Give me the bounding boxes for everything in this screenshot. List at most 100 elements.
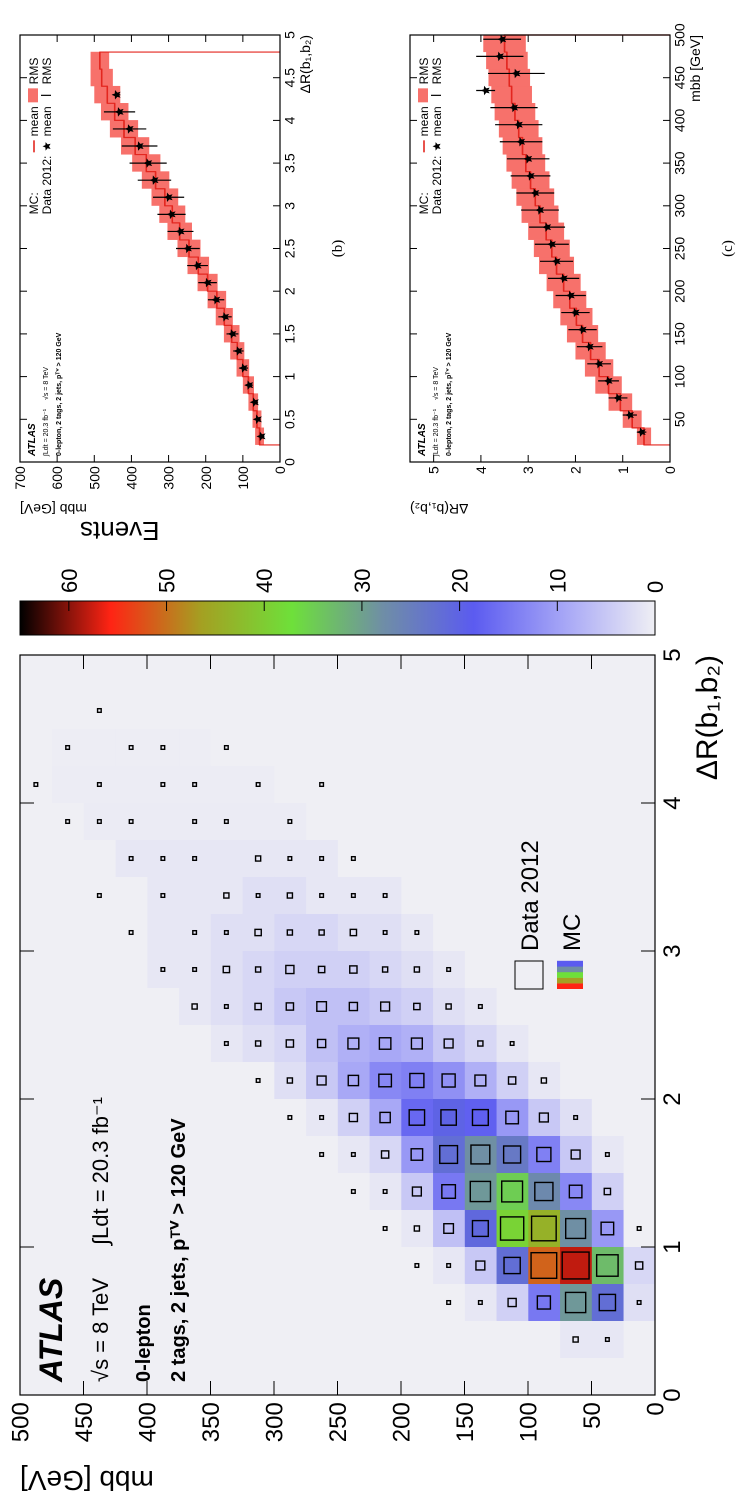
mc-cell — [559, 802, 592, 840]
mc-cell — [464, 1320, 497, 1358]
mc-cell — [147, 1024, 180, 1062]
mc-cell — [305, 691, 338, 729]
mc-cell — [337, 765, 370, 803]
data-marker — [202, 277, 212, 288]
mc-cell — [305, 1246, 338, 1284]
mc-cell — [274, 839, 307, 877]
data-box — [477, 1040, 484, 1047]
mc-cell — [559, 765, 592, 803]
mc-cell — [147, 1246, 180, 1284]
mc-cell — [305, 1172, 338, 1210]
mc-cell — [432, 654, 465, 692]
mc-cell — [591, 1024, 624, 1062]
mc-cell — [337, 950, 370, 988]
plot-frame — [19, 34, 281, 463]
data-box — [382, 892, 388, 899]
mc-cell — [305, 913, 338, 951]
legend-mc-symbol — [557, 966, 583, 973]
mc-cell — [591, 876, 624, 914]
mc-cell — [528, 839, 561, 877]
mc-cell — [305, 802, 338, 840]
data-box — [318, 929, 325, 936]
mc-cell — [210, 691, 243, 729]
data-marker — [513, 119, 523, 130]
legend-mc-symbol — [557, 960, 583, 967]
data-box — [255, 892, 261, 899]
mc-cell — [20, 1098, 53, 1136]
x-tick-label: 450 — [672, 66, 688, 90]
mc-cell — [147, 802, 180, 840]
data-box — [380, 1150, 390, 1159]
mc-cell — [432, 765, 465, 803]
data-box — [536, 1146, 552, 1163]
mc-cell — [369, 1246, 402, 1284]
mc-cell — [623, 913, 656, 951]
data-marker — [233, 346, 243, 356]
y-tick-label: 400 — [123, 466, 139, 490]
data-marker — [220, 312, 230, 322]
data-box — [316, 1075, 327, 1086]
mc-cell — [528, 1061, 561, 1099]
mc-cell — [115, 728, 148, 766]
mc-cell — [528, 691, 561, 729]
mc-cell — [528, 654, 561, 692]
mc-cell — [210, 654, 243, 692]
data-box — [192, 818, 198, 825]
legend-label: Data 2012: — [430, 156, 444, 215]
data-box — [507, 1297, 517, 1308]
mc-cell — [178, 987, 211, 1025]
mc-cell — [242, 654, 275, 692]
data-box — [471, 1219, 489, 1238]
mc-cell — [337, 1357, 370, 1395]
data-box — [319, 781, 325, 788]
data-marker — [163, 192, 173, 202]
colorbar-tick-label: 20 — [448, 569, 473, 593]
mc-cell — [83, 728, 116, 766]
mc-cell — [496, 1024, 529, 1062]
mc-cell — [401, 839, 434, 877]
mc-cell — [369, 876, 402, 914]
mc-cell — [51, 1024, 84, 1062]
mc-cell — [559, 1357, 592, 1395]
data-box — [572, 1336, 579, 1343]
mc-cell — [464, 950, 497, 988]
data-marker — [256, 431, 266, 442]
legend-label: mean — [430, 106, 444, 136]
mc-cell — [305, 1098, 338, 1136]
mc-cell — [51, 1357, 84, 1395]
mc-cell — [496, 1209, 529, 1247]
legend-label: mean — [40, 106, 54, 136]
y-axis-title: mbb [GeV] — [20, 1465, 154, 1496]
data-box — [604, 1151, 610, 1158]
rotated-figure: 012345050100150200250300350400450500ΔR(b… — [8, 23, 736, 1496]
mc-cell — [210, 1209, 243, 1247]
mc-cell — [401, 654, 434, 692]
mc-cell — [401, 1061, 434, 1099]
mc-cell — [51, 950, 84, 988]
mc-cell — [496, 1283, 529, 1321]
mc-cell — [178, 1357, 211, 1395]
data-box — [561, 1251, 590, 1280]
mc-cell — [464, 1246, 497, 1284]
mc-cell — [337, 839, 370, 877]
mc-cell — [115, 1246, 148, 1284]
mc-cell — [83, 1283, 116, 1321]
data-marker — [565, 290, 575, 301]
mc-cell — [210, 1024, 243, 1062]
mc-cell — [51, 839, 84, 877]
data-marker — [613, 393, 622, 403]
mc-cell — [464, 1135, 497, 1173]
data-box — [382, 1225, 388, 1232]
data-box — [534, 1181, 554, 1202]
legend-label: RMS — [417, 58, 431, 85]
mc-cell — [623, 1209, 656, 1247]
mc-cell — [115, 802, 148, 840]
mc-cell — [20, 1246, 53, 1284]
y-tick-label: 1 — [615, 466, 631, 474]
mc-cell — [401, 913, 434, 951]
mc-cell — [528, 950, 561, 988]
data-box — [501, 1180, 524, 1203]
mc-cell — [591, 913, 624, 951]
data-box — [379, 1111, 391, 1124]
mc-cell — [51, 691, 84, 729]
